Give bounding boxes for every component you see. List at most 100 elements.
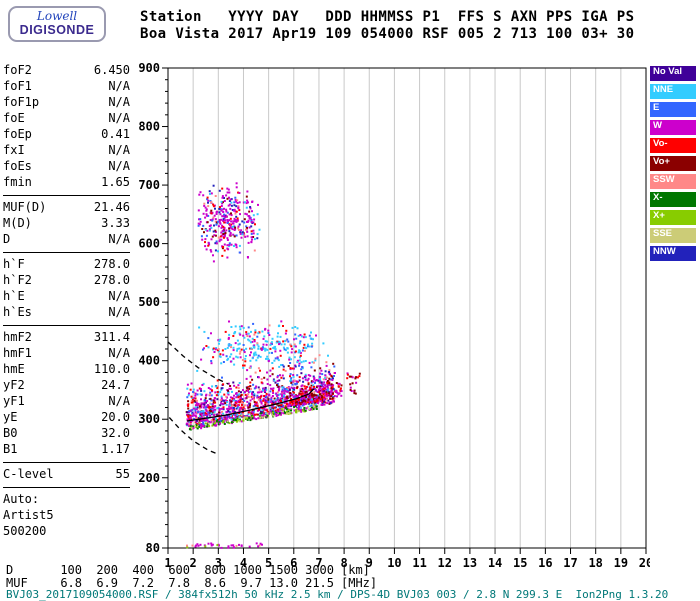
- svg-text:2: 2: [190, 556, 197, 570]
- param-label: fxI: [3, 143, 25, 157]
- param-row: h`Es N/A: [3, 305, 130, 321]
- header-columns-line: Station YYYY DAY DDD HHMMSS P1 FFS S AXN…: [140, 9, 635, 25]
- param-label: yE: [3, 410, 18, 424]
- param-value: N/A: [108, 305, 130, 319]
- muf-cell: 200: [96, 563, 118, 577]
- muf-cell: 400: [132, 563, 154, 577]
- muf-cell: 3000: [305, 563, 334, 577]
- param-value: 6.450: [93, 63, 130, 77]
- param-value: 110.0: [93, 362, 130, 376]
- svg-text:80: 80: [146, 541, 160, 555]
- param-label: B0: [3, 426, 18, 440]
- svg-text:800: 800: [138, 120, 160, 134]
- param-label: h`Es: [3, 305, 32, 319]
- param-row: foF1p N/A: [3, 95, 130, 111]
- param-value: N/A: [108, 111, 130, 125]
- lowell-digisonde-logo: Lowell DIGISONDE: [8, 6, 106, 42]
- muf-cell: 800: [204, 563, 226, 577]
- param-row: Artist5: [3, 508, 130, 524]
- param-label: M(D): [3, 216, 32, 230]
- svg-text:4: 4: [240, 556, 247, 570]
- param-label: h`F2: [3, 273, 32, 287]
- station-header: Station YYYY DAY DDD HHMMSS P1 FFS S AXN…: [140, 9, 634, 43]
- svg-text:16: 16: [538, 556, 552, 570]
- param-group-separator: [3, 252, 130, 253]
- param-row: C-level 55: [3, 467, 130, 483]
- param-value: 21.46: [93, 200, 130, 214]
- param-row: foEs N/A: [3, 159, 130, 175]
- param-value: 32.0: [101, 426, 130, 440]
- param-value: 0.41: [101, 127, 130, 141]
- param-label: h`F: [3, 257, 25, 271]
- param-group-separator: [3, 325, 130, 326]
- svg-text:1: 1: [164, 556, 171, 570]
- status-bar: BVJ03_2017109054000.RSF / 384fx512h 50 k…: [6, 588, 669, 601]
- svg-text:18: 18: [588, 556, 602, 570]
- param-row: 500200: [3, 524, 130, 540]
- muf-cell: 9.7: [240, 576, 262, 590]
- muf-cell: 1000: [233, 563, 262, 577]
- param-value: 1.65: [101, 175, 130, 189]
- param-value: 55: [115, 467, 130, 481]
- direction-legend: No Val NNE E W Vo- Vo+ SSW X- X+ SSE NNW: [650, 66, 696, 264]
- param-group-separator: [3, 195, 130, 196]
- param-label: hmF1: [3, 346, 32, 360]
- param-label: foF2: [3, 63, 32, 77]
- param-value: 278.0: [93, 273, 130, 287]
- param-row: fmin 1.65: [3, 175, 130, 191]
- param-group-separator: [3, 487, 130, 488]
- muf-cell: 6.8: [60, 576, 82, 590]
- param-row: B1 1.17: [3, 442, 130, 458]
- param-row: h`F 278.0: [3, 257, 130, 273]
- param-label: MUF(D): [3, 200, 47, 214]
- svg-text:600: 600: [138, 237, 160, 251]
- muf-cell: 100: [60, 563, 82, 577]
- param-label: yF1: [3, 394, 25, 408]
- param-row: hmF2 311.4: [3, 330, 130, 346]
- param-label: Artist5: [3, 508, 54, 522]
- muf-row-unit: [MHz]: [341, 576, 378, 590]
- param-row: foE N/A: [3, 111, 130, 127]
- param-row: h`E N/A: [3, 289, 130, 305]
- legend-item-e: E: [650, 102, 696, 117]
- muf-cell: 6.9: [96, 576, 118, 590]
- param-label: D: [3, 232, 11, 246]
- param-label: Auto:: [3, 492, 40, 506]
- muf-cell: 8.6: [204, 576, 226, 590]
- param-label: hmF2: [3, 330, 32, 344]
- param-value: N/A: [108, 394, 130, 408]
- legend-item-noval: No Val: [650, 66, 696, 81]
- svg-text:9: 9: [366, 556, 373, 570]
- param-value: 1.17: [101, 442, 130, 456]
- legend-item-nnw: NNW: [650, 246, 696, 261]
- muf-row-unit: [km]: [341, 563, 370, 577]
- param-value: 20.0: [101, 410, 130, 424]
- svg-text:5: 5: [265, 556, 272, 570]
- param-row: yF1 N/A: [3, 394, 130, 410]
- svg-text:20: 20: [639, 556, 650, 570]
- svg-text:12: 12: [438, 556, 452, 570]
- svg-text:15: 15: [513, 556, 527, 570]
- svg-text:500: 500: [138, 295, 160, 309]
- param-value: N/A: [108, 346, 130, 360]
- param-value: N/A: [108, 143, 130, 157]
- svg-text:200: 200: [138, 471, 160, 485]
- legend-item-vo: Vo-: [650, 138, 696, 153]
- svg-text:3: 3: [215, 556, 222, 570]
- param-label: h`E: [3, 289, 25, 303]
- param-label: foEs: [3, 159, 32, 173]
- muf-cell: 1500: [269, 563, 298, 577]
- muf-cell: 600: [168, 563, 190, 577]
- svg-text:19: 19: [614, 556, 628, 570]
- legend-item-vo: Vo+: [650, 156, 696, 171]
- param-label: foF1p: [3, 95, 40, 109]
- param-label: B1: [3, 442, 18, 456]
- svg-text:7: 7: [315, 556, 322, 570]
- param-value: 24.7: [101, 378, 130, 392]
- svg-text:900: 900: [138, 61, 160, 75]
- param-row: fxI N/A: [3, 143, 130, 159]
- gridlines: [167, 68, 647, 548]
- svg-text:10: 10: [387, 556, 401, 570]
- trace-curves: [167, 341, 315, 455]
